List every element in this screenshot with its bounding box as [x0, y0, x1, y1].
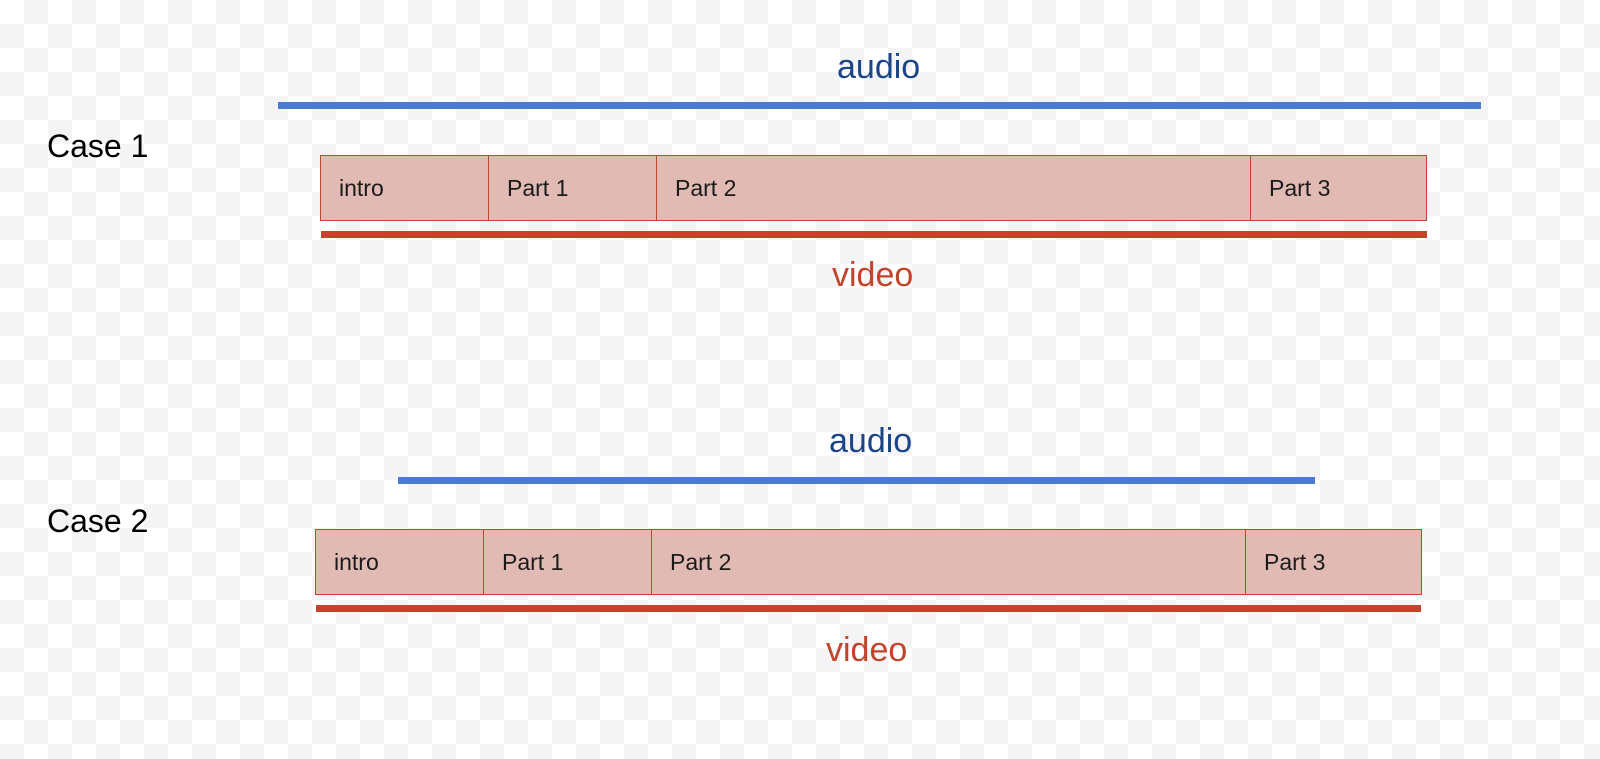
case-1-video-segments: intro Part 1 Part 2 Part 3: [320, 155, 1427, 221]
case-1-segment-part-3: Part 3: [1251, 156, 1426, 220]
case-2-segment-part-1: Part 1: [484, 530, 652, 594]
case-2-video-segments: intro Part 1 Part 2 Part 3: [315, 529, 1422, 595]
case-2-label: Case 2: [47, 503, 149, 539]
case-2-video-track: [316, 605, 1421, 612]
case-1-segment-part-2: Part 2: [657, 156, 1251, 220]
case-1-audio-track: [278, 102, 1481, 109]
case-1-label: Case 1: [47, 128, 149, 164]
case-1-video-label: video: [832, 256, 914, 294]
case-2-video-label: video: [826, 631, 908, 669]
case-1-video-track: [321, 231, 1427, 238]
case-1-segment-intro: intro: [321, 156, 489, 220]
case-2-audio-track: [398, 477, 1315, 484]
case-2-segment-part-2: Part 2: [652, 530, 1246, 594]
case-2-segment-part-3: Part 3: [1246, 530, 1421, 594]
case-1-segment-part-1: Part 1: [489, 156, 657, 220]
case-1-audio-label: audio: [837, 48, 921, 86]
case-2-segment-intro: intro: [316, 530, 484, 594]
case-2-audio-label: audio: [829, 422, 913, 460]
